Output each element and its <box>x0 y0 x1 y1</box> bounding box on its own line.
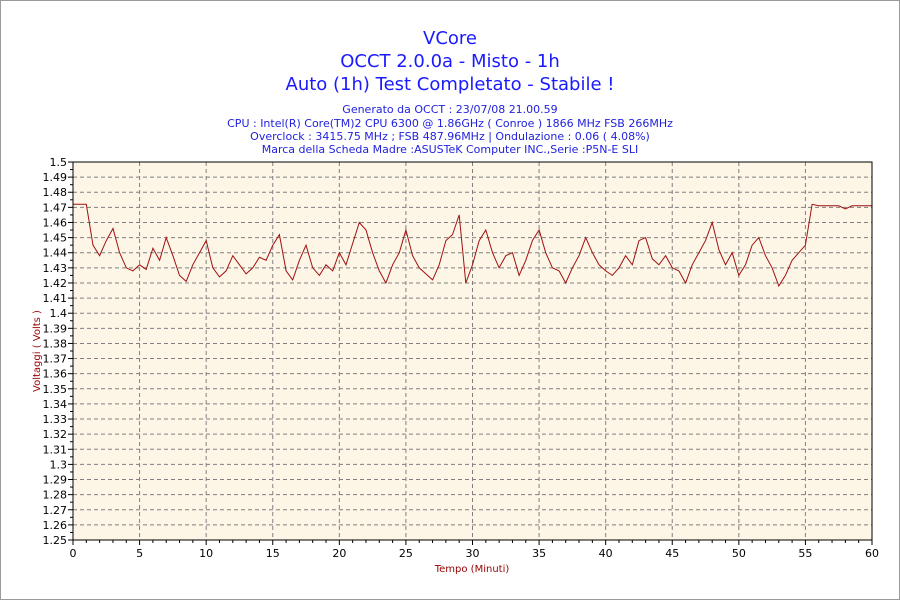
y-tick-label: 1.26 <box>43 519 68 532</box>
y-tick-label: 1.49 <box>43 171 68 184</box>
x-tick-label: 50 <box>732 547 746 560</box>
x-tick-label: 0 <box>70 547 77 560</box>
y-tick-label: 1.31 <box>43 443 68 456</box>
y-tick-label: 1.32 <box>43 428 68 441</box>
y-tick-label: 1.38 <box>43 337 68 350</box>
y-tick-label: 1.48 <box>43 186 68 199</box>
x-tick-label: 5 <box>136 547 143 560</box>
y-tick-label: 1.47 <box>43 201 68 214</box>
y-tick-label: 1.28 <box>43 489 68 502</box>
x-tick-label: 35 <box>532 547 546 560</box>
x-tick-label: 60 <box>865 547 879 560</box>
y-tick-label: 1.45 <box>43 232 68 245</box>
y-tick-label: 1.34 <box>43 398 68 411</box>
y-axis-label: Voltaggi ( Volts ) <box>32 310 43 392</box>
x-tick-label: 40 <box>599 547 613 560</box>
y-tick-label: 1.29 <box>43 474 68 487</box>
y-tick-label: 1.35 <box>43 383 68 396</box>
x-tick-label: 20 <box>332 547 346 560</box>
plot-border <box>72 161 873 541</box>
chart-title: VCore <box>423 28 477 49</box>
y-tick-label: 1.41 <box>43 292 68 305</box>
y-tick-label: 1.25 <box>43 534 68 547</box>
y-tick-label: 1.4 <box>50 307 68 320</box>
y-tick-label: 1.5 <box>50 156 68 169</box>
chart-subtitle: OCCT 2.0.0a - Misto - 1h <box>340 51 560 72</box>
y-tick-label: 1.43 <box>43 262 68 275</box>
y-tick-label: 1.27 <box>43 504 68 517</box>
overclock-info: Overclock : 3415.75 MHz ; FSB 487.96MHz … <box>250 130 650 143</box>
y-tick-label: 1.42 <box>43 277 68 290</box>
x-tick-label: 55 <box>798 547 812 560</box>
y-tick-label: 1.37 <box>43 353 68 366</box>
y-tick-label: 1.46 <box>43 216 68 229</box>
vcore-series-line <box>73 203 872 288</box>
x-tick-label: 25 <box>399 547 413 560</box>
y-tick-label: 1.44 <box>43 247 68 260</box>
y-tick-label: 1.3 <box>50 458 68 471</box>
y-tick-label: 1.39 <box>43 322 68 335</box>
x-axis-label: Tempo (Minuti) <box>434 564 510 575</box>
x-tick-label: 15 <box>266 547 280 560</box>
test-status: Auto (1h) Test Completato - Stabile ! <box>285 74 615 95</box>
generated-info: Generato da OCCT : 23/07/08 21.00.59 <box>342 103 558 116</box>
x-tick-label: 45 <box>665 547 679 560</box>
motherboard-info: Marca della Scheda Madre :ASUSTeK Comput… <box>261 143 639 156</box>
cpu-info: CPU : Intel(R) Core(TM)2 CPU 6300 @ 1.86… <box>227 117 673 130</box>
x-tick-label: 10 <box>199 547 213 560</box>
y-tick-label: 1.33 <box>43 413 68 426</box>
x-tick-label: 30 <box>466 547 480 560</box>
y-tick-label: 1.36 <box>43 368 68 381</box>
